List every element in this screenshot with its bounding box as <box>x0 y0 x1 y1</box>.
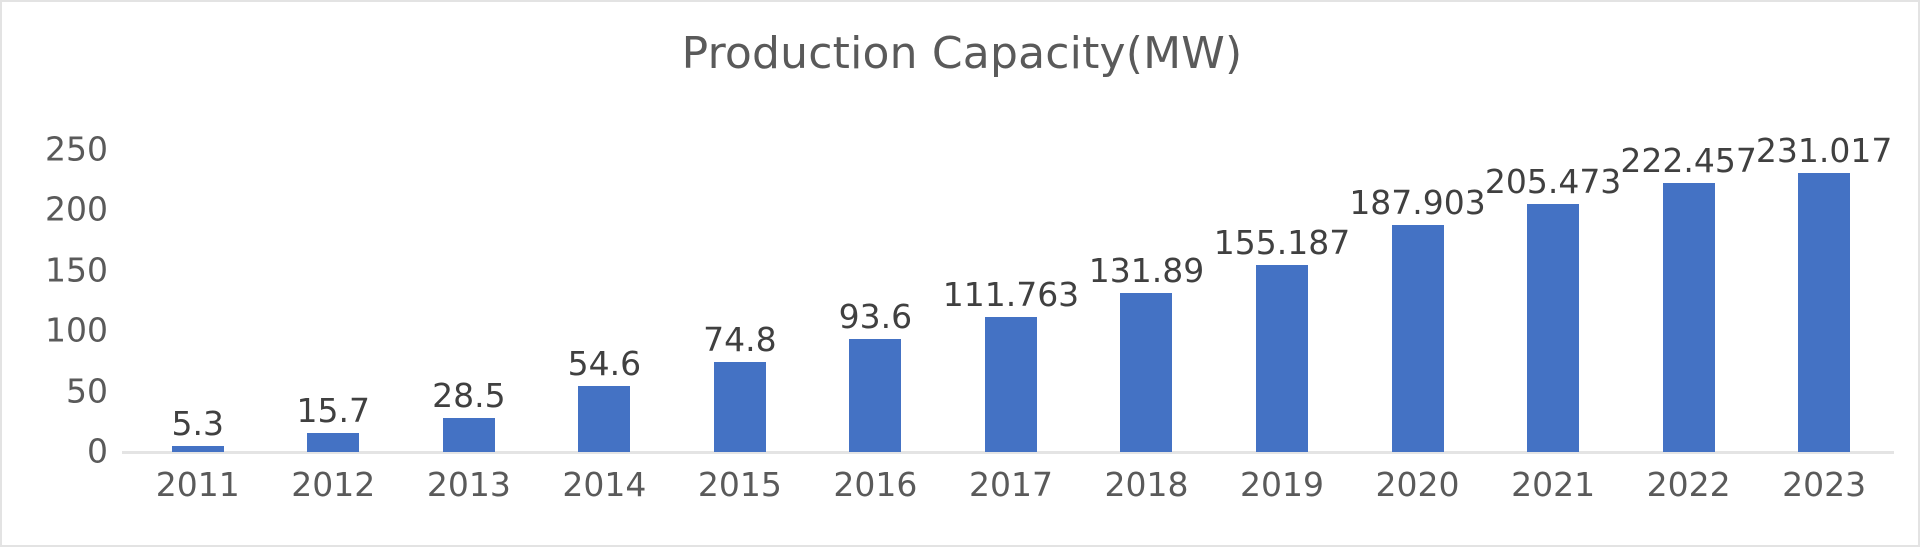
bar[interactable] <box>1120 292 1173 452</box>
bar-slot: 5.3 <box>130 102 266 452</box>
x-axis-tick-label: 2015 <box>697 465 782 504</box>
category-axis-line <box>122 451 1894 454</box>
bar-data-label: 5.3 <box>171 403 225 443</box>
y-axis-tick-label: 150 <box>45 250 108 290</box>
bar-data-label: 93.6 <box>838 296 913 336</box>
bar-slot: 74.8 <box>672 102 808 452</box>
bar-slot: 205.473 <box>1485 102 1621 452</box>
bar-data-label: 155.187 <box>1213 222 1351 262</box>
bar[interactable] <box>1662 183 1715 452</box>
bar-slot: 131.89 <box>1079 102 1215 452</box>
x-axis-tick-label: 2018 <box>1104 465 1189 504</box>
x-axis-tick-label: 2016 <box>833 465 918 504</box>
bar-slot: 15.7 <box>266 102 402 452</box>
bar-slot: 111.763 <box>943 102 1079 452</box>
bar-data-label: 74.8 <box>703 319 777 359</box>
bar[interactable] <box>1256 264 1309 452</box>
x-axis-tick-label: 2020 <box>1375 465 1460 504</box>
x-axis-tick-label: 2012 <box>291 465 376 504</box>
bar-data-label: 222.457 <box>1620 141 1757 181</box>
y-axis-tick-label: 50 <box>66 371 108 411</box>
y-axis-tick-label: 0 <box>87 431 108 471</box>
x-axis-tick-label: 2021 <box>1511 465 1596 504</box>
x-axis-tick-label: 2022 <box>1646 465 1731 504</box>
x-axis-tick-label: 2014 <box>562 465 647 504</box>
bar-data-label: 131.89 <box>1088 250 1205 290</box>
bar-data-label: 187.903 <box>1349 183 1486 223</box>
bar[interactable] <box>984 317 1037 452</box>
bar-slot: 222.457 <box>1620 102 1757 452</box>
bar-series: 5.3 15.7 28.5 54.6 74.8 93.6 111.763 131.89 155.… <box>130 102 1892 452</box>
bar-data-label: 111.763 <box>942 275 1080 314</box>
value-axis: 0 50 100 150 200 250 <box>2 112 120 468</box>
bar[interactable] <box>171 445 224 452</box>
bar-data-label: 28.5 <box>432 375 506 415</box>
bar-data-label: 54.6 <box>567 344 642 384</box>
bar[interactable] <box>1391 225 1444 452</box>
bar[interactable] <box>713 361 766 452</box>
x-axis-tick-label: 2013 <box>426 465 511 504</box>
bar-slot: 54.6 <box>537 102 673 452</box>
bar[interactable] <box>578 386 631 452</box>
x-axis-tick-label: 2017 <box>968 465 1053 504</box>
bar[interactable] <box>849 338 902 452</box>
bar[interactable] <box>1798 172 1851 452</box>
bar-data-label: 15.7 <box>296 391 371 431</box>
bar-data-label: 205.473 <box>1484 161 1622 201</box>
x-axis-tick-label: 2011 <box>155 465 240 504</box>
x-axis-tick-label: 2023 <box>1782 465 1867 504</box>
y-axis-tick-label: 100 <box>45 310 108 350</box>
category-axis: 2011 2012 2013 2014 2015 2016 2017 2018 2019 2020… <box>130 468 1892 516</box>
bar-slot: 28.5 <box>401 102 537 452</box>
bar[interactable] <box>442 417 495 452</box>
y-axis-tick-label: 200 <box>45 189 108 229</box>
y-axis-tick-label: 250 <box>45 129 108 169</box>
x-axis-tick-label: 2019 <box>1240 465 1324 504</box>
chart-title: Production Capacity(MW) <box>681 28 1243 79</box>
bar-slot: 187.903 <box>1349 102 1486 452</box>
bar-slot: 155.187 <box>1214 102 1350 452</box>
bar[interactable] <box>1527 203 1580 452</box>
bar-slot: 231.017 <box>1756 102 1892 452</box>
bar-slot: 93.6 <box>808 102 944 452</box>
bar-data-label: 231.017 <box>1755 130 1893 170</box>
bar[interactable] <box>307 433 360 452</box>
